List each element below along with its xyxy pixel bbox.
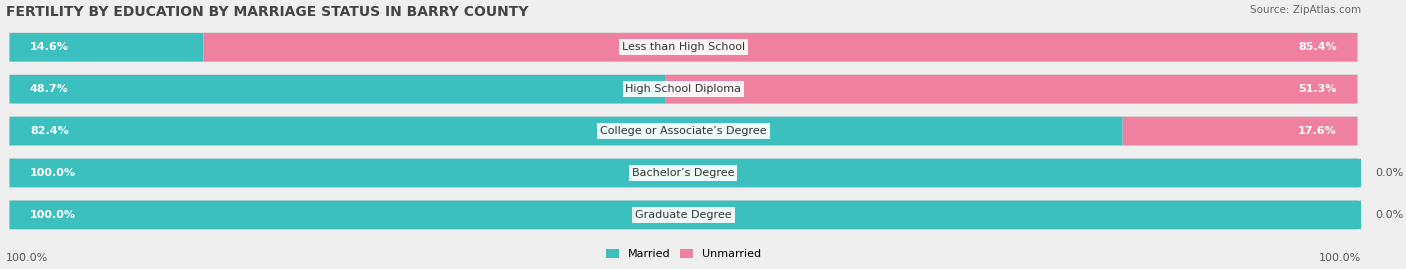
Text: 85.4%: 85.4% xyxy=(1298,42,1337,52)
Text: 48.7%: 48.7% xyxy=(30,84,69,94)
Text: Less than High School: Less than High School xyxy=(621,42,745,52)
Text: 82.4%: 82.4% xyxy=(30,126,69,136)
Text: Bachelor’s Degree: Bachelor’s Degree xyxy=(633,168,735,178)
FancyBboxPatch shape xyxy=(10,201,1357,229)
Text: 17.6%: 17.6% xyxy=(1298,126,1337,136)
FancyBboxPatch shape xyxy=(10,159,1361,187)
FancyBboxPatch shape xyxy=(10,75,1357,103)
FancyBboxPatch shape xyxy=(10,33,204,62)
FancyBboxPatch shape xyxy=(204,33,1357,62)
Text: High School Diploma: High School Diploma xyxy=(626,84,741,94)
Text: 14.6%: 14.6% xyxy=(30,42,69,52)
Text: College or Associate’s Degree: College or Associate’s Degree xyxy=(600,126,766,136)
FancyBboxPatch shape xyxy=(10,201,1361,229)
Text: 100.0%: 100.0% xyxy=(1319,253,1361,263)
FancyBboxPatch shape xyxy=(10,117,1357,145)
Text: 100.0%: 100.0% xyxy=(6,253,48,263)
Text: 100.0%: 100.0% xyxy=(30,168,76,178)
FancyBboxPatch shape xyxy=(666,75,1357,103)
Text: 100.0%: 100.0% xyxy=(30,210,76,220)
Text: 0.0%: 0.0% xyxy=(1375,210,1403,220)
FancyBboxPatch shape xyxy=(10,75,666,103)
Legend: Married, Unmarried: Married, Unmarried xyxy=(602,245,765,264)
Text: FERTILITY BY EDUCATION BY MARRIAGE STATUS IN BARRY COUNTY: FERTILITY BY EDUCATION BY MARRIAGE STATU… xyxy=(6,5,529,19)
Text: Graduate Degree: Graduate Degree xyxy=(636,210,731,220)
Text: 0.0%: 0.0% xyxy=(1375,168,1403,178)
FancyBboxPatch shape xyxy=(10,117,1122,145)
Text: Source: ZipAtlas.com: Source: ZipAtlas.com xyxy=(1250,5,1361,15)
FancyBboxPatch shape xyxy=(1122,117,1357,145)
FancyBboxPatch shape xyxy=(10,159,1357,187)
Text: 51.3%: 51.3% xyxy=(1299,84,1337,94)
FancyBboxPatch shape xyxy=(10,33,1357,62)
